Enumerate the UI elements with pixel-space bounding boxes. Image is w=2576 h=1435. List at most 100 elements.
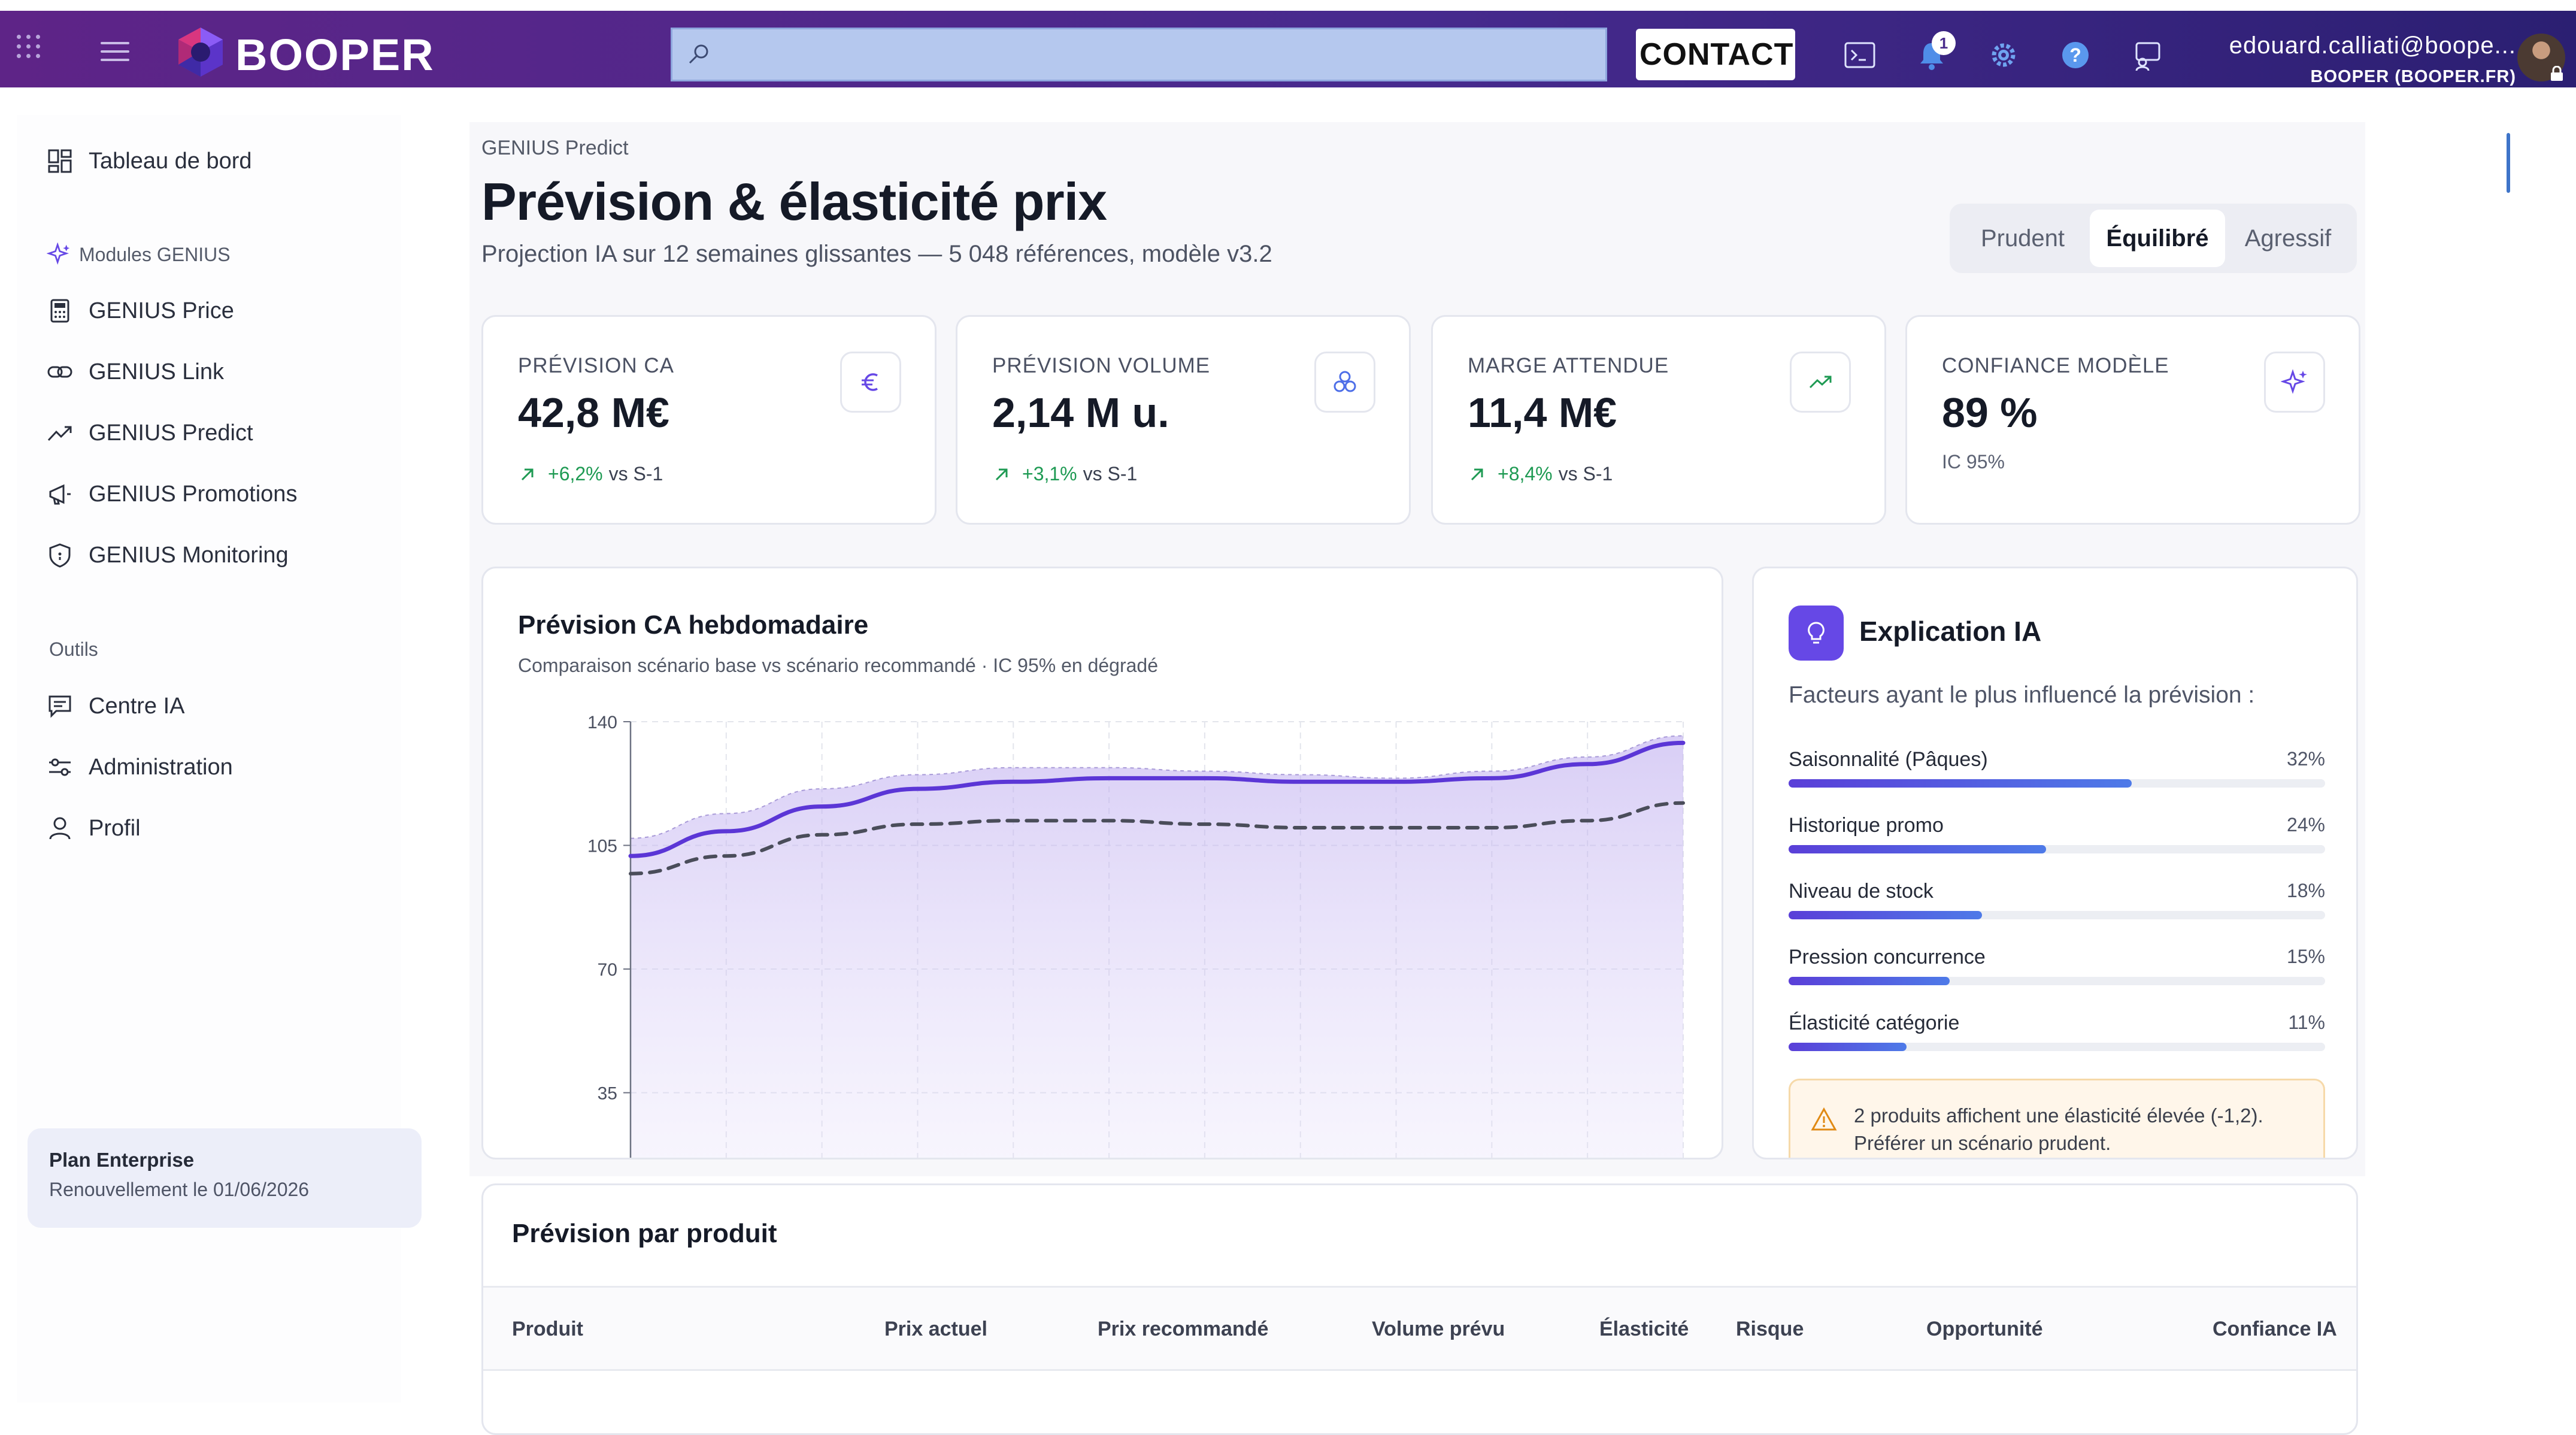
sidebar-item-label: GENIUS Promotions: [89, 481, 298, 507]
sidebar-item-profil[interactable]: Profil: [47, 807, 382, 849]
kpi-delta-suffix: vs S-1: [1558, 463, 1613, 485]
factor-bar-track: [1789, 1043, 2325, 1051]
message-icon: [49, 695, 71, 718]
sidebar-item-administration[interactable]: Administration: [47, 746, 382, 788]
kpi-delta: +8,4% vs S-1: [1468, 463, 1613, 485]
kpi-value: 42,8 M€: [518, 389, 669, 436]
kpi-label: PRÉVISION VOLUME: [992, 354, 1211, 377]
chart-title: Prévision CA hebdomadaire: [518, 610, 869, 640]
brand-name[interactable]: BOOPER: [235, 30, 435, 80]
search-icon: [689, 44, 708, 64]
dashboard-icon: [48, 149, 72, 173]
link-icon: [47, 366, 72, 378]
cubes-icon: [1314, 352, 1375, 413]
sliders-icon: [49, 758, 71, 776]
plan-renewal-date: Renouvellement le 01/06/2026: [49, 1179, 310, 1200]
factor-bar-track: [1789, 845, 2325, 853]
user-email[interactable]: edouard.calliati@boope...: [2229, 32, 2516, 59]
kpi-label: PRÉVISION CA: [518, 354, 674, 377]
kpi-note: IC 95%: [1942, 451, 2005, 473]
column-header-opportunity[interactable]: Opportunité: [1926, 1318, 2043, 1340]
euro-icon: [840, 352, 901, 413]
sidebar-item-genius-monitoring[interactable]: GENIUS Monitoring: [47, 534, 382, 576]
alert-text: 2 produits affichent une élasticité élev…: [1854, 1104, 2263, 1154]
sidebar-item-label: Tableau de bord: [89, 148, 252, 174]
kpi-card-margin[interactable]: MARGE ATTENDUE 11,4 M€ +8,4% vs S-1: [1431, 315, 1886, 525]
elasticity-alert: 2 produits affichent une élasticité élev…: [1789, 1079, 2325, 1158]
factor-percent: 11%: [2288, 1012, 2325, 1033]
factor-bar-fill: [1789, 845, 2047, 853]
column-header-product[interactable]: Produit: [512, 1318, 583, 1340]
top-navigation-bar: BOOPER CONTACT 1 ? edouard.calliati@boop…: [0, 11, 2576, 87]
shield-icon: [49, 543, 71, 568]
page-title: Prévision & élasticité prix: [481, 172, 1107, 231]
calculator-icon: [50, 299, 69, 323]
sidebar-item-dashboard[interactable]: Tableau de bord: [47, 140, 382, 182]
global-search[interactable]: [671, 28, 1607, 81]
column-header-ai-confidence[interactable]: Confiance IA: [2213, 1318, 2337, 1340]
sidebar-item-genius-link[interactable]: GENIUS Link: [47, 351, 382, 393]
kpi-delta-value: +3,1%: [1022, 463, 1077, 485]
kpi-value: 11,4 M€: [1468, 389, 1617, 436]
tools-section-header: Outils: [49, 638, 98, 660]
megaphone-icon: [49, 484, 71, 505]
factor-bar-track: [1789, 977, 2325, 985]
sidebar-item-label: GENIUS Price: [89, 298, 234, 323]
factor-name: Niveau de stock: [1789, 880, 1933, 903]
column-header-current-price[interactable]: Prix actuel: [884, 1318, 987, 1340]
factor-percent: 32%: [2286, 748, 2325, 770]
sidebar-item-genius-promotions[interactable]: GENIUS Promotions: [47, 473, 382, 515]
sidebar-item-genius-predict[interactable]: GENIUS Predict: [47, 412, 382, 454]
ai-explanation-title: Explication IA: [1859, 616, 2042, 647]
kpi-delta: +3,1% vs S-1: [992, 463, 1137, 485]
forecast-chart-card: Prévision CA hebdomadaire Comparaison sc…: [481, 567, 1723, 1159]
kpi-value: 2,14 M u.: [992, 389, 1169, 436]
menu-toggle-icon[interactable]: [101, 42, 129, 61]
factor-row: Saisonnalité (Pâques) 32%: [1789, 748, 2325, 796]
scenario-toggle: Prudent Équilibré Agressif: [1950, 204, 2357, 273]
section-label: Modules GENIUS: [79, 243, 231, 265]
factor-percent: 18%: [2286, 880, 2325, 901]
lock-icon: [2551, 66, 2563, 81]
kpi-card-volume[interactable]: PRÉVISION VOLUME 2,14 M u. +3,1% vs S-1: [956, 315, 1411, 525]
gear-icon[interactable]: [1986, 37, 2022, 73]
kpi-label: CONFIANCE MODÈLE: [1942, 354, 2169, 377]
app-launcher-icon[interactable]: [17, 35, 43, 61]
sidebar-item-genius-price[interactable]: GENIUS Price: [47, 290, 382, 332]
kpi-label: MARGE ATTENDUE: [1468, 354, 1669, 377]
column-header-recommended-price[interactable]: Prix recommandé: [1098, 1318, 1269, 1340]
forecast-line-chart[interactable]: 03570105140S46S47S48S49S50S51S52S53S54S5…: [483, 568, 1723, 1159]
column-header-risk[interactable]: Risque: [1736, 1318, 1804, 1340]
terminal-icon[interactable]: [1842, 37, 1878, 73]
column-header-forecast-volume[interactable]: Volume prévu: [1372, 1318, 1505, 1340]
sidebar-item-label: GENIUS Predict: [89, 420, 253, 446]
feedback-icon[interactable]: [2129, 37, 2165, 73]
plan-card[interactable]: Plan Enterprise Renouvellement le 01/06/…: [28, 1128, 422, 1228]
scenario-prudent-button[interactable]: Prudent: [1956, 210, 2090, 267]
kpi-card-confidence[interactable]: CONFIANCE MODÈLE 89 % IC 95%: [1905, 315, 2360, 525]
sidebar-item-centre-ia[interactable]: Centre IA: [47, 685, 382, 727]
factor-bar-fill: [1789, 977, 1950, 985]
kpi-delta: +6,2% vs S-1: [518, 463, 663, 485]
booper-logo-icon: [178, 28, 223, 77]
y-tick-label: 140: [587, 713, 617, 732]
sparkle-icon: [2264, 352, 2325, 413]
kpi-delta-value: +6,2%: [548, 463, 603, 485]
page-scrollbar[interactable]: [2507, 133, 2510, 193]
help-icon[interactable]: ?: [2057, 37, 2093, 73]
arrow-up-right-icon: [521, 468, 534, 480]
search-input[interactable]: [714, 29, 1601, 80]
y-tick-label: 35: [598, 1084, 617, 1104]
sidebar-item-label: Centre IA: [89, 693, 185, 719]
contact-button[interactable]: CONTACT: [1636, 29, 1795, 80]
column-header-elasticity[interactable]: Élasticité: [1599, 1318, 1689, 1340]
scenario-equilibre-button[interactable]: Équilibré: [2090, 210, 2225, 267]
confidence-band: [631, 735, 1683, 1158]
scenario-agressif-button[interactable]: Agressif: [2225, 210, 2351, 267]
kpi-delta-suffix: vs S-1: [608, 463, 663, 485]
breadcrumb[interactable]: GENIUS Predict: [481, 137, 629, 159]
y-tick-label: 105: [587, 837, 617, 856]
kpi-card-revenue[interactable]: PRÉVISION CA 42,8 M€ +6,2% vs S-1: [481, 315, 937, 525]
y-tick-label: 70: [598, 960, 617, 980]
factor-bar-fill: [1789, 1043, 1907, 1051]
